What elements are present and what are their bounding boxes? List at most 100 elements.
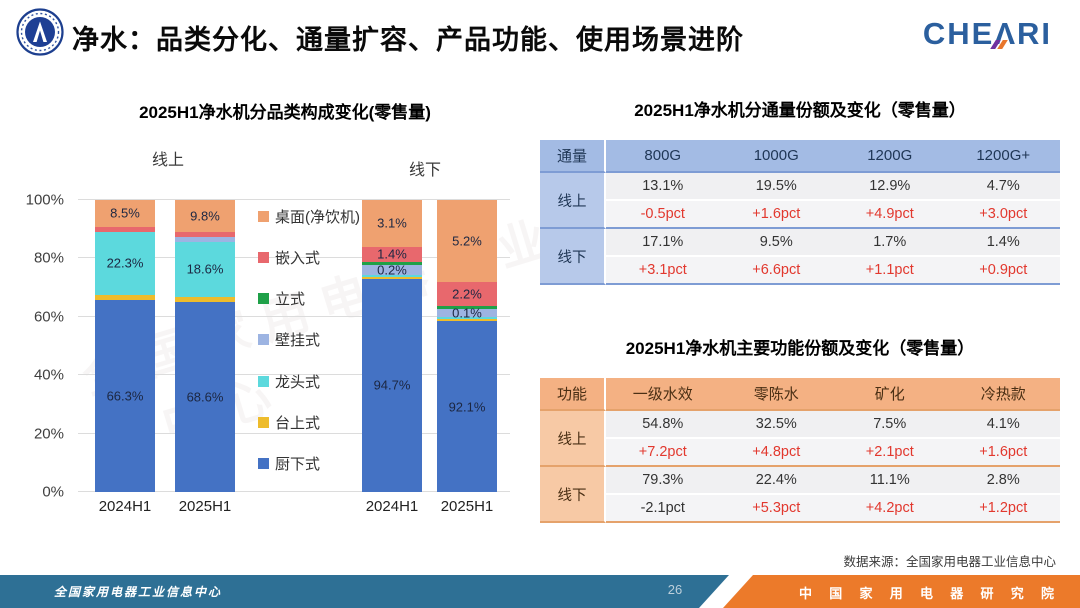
table-share-cell: 17.1% <box>606 229 720 257</box>
x-tick-label: 2025H1 <box>178 498 232 515</box>
table-header-cell: 零陈水 <box>719 378 833 411</box>
legend-item: 龙头式 <box>258 371 368 392</box>
legend-swatch-icon <box>258 293 269 305</box>
table-share-cell: 4.1% <box>946 411 1060 439</box>
table-share-cell: 22.4% <box>719 467 833 495</box>
gridline <box>78 432 510 434</box>
group-label-online: 线上 <box>151 152 184 169</box>
footer-left-org: 全国家用电器工业信息中心 <box>54 585 223 599</box>
bar-value-label: 92.1% <box>448 399 486 415</box>
legend-swatch-icon <box>258 375 269 387</box>
bar-segment <box>437 316 497 319</box>
table-change-cell: +1.6pct <box>946 439 1060 467</box>
bar-segment <box>437 305 497 310</box>
gridline <box>78 374 510 376</box>
page-title: 净水：品类分化、通量扩容、产品功能、使用场景进阶 <box>72 25 744 55</box>
table-row-label: 线上 <box>540 411 606 467</box>
bar-value-label: 1.4% <box>377 246 407 262</box>
chart-plot: 66.3% 22.3% 8.5% 68.6% 18.6% 9.8% 94.7% 0.2% 1.4… <box>78 199 510 492</box>
table-corner-cell: 通量 <box>540 140 606 173</box>
function-table-title: 2025H1净水机主要功能份额及变化（零售量） <box>625 339 975 358</box>
bar-segment <box>437 309 497 317</box>
table-header-cell: 800G <box>606 140 720 173</box>
stacked-bar: 94.7% 0.2% 1.4% 3.1% <box>362 200 422 492</box>
brand-text: RI <box>1017 16 1052 51</box>
bar-value-label: 0.2% <box>377 262 407 278</box>
bar-segment <box>362 265 422 275</box>
legend-swatch-icon <box>258 416 269 428</box>
table-change-cell: +6.6pct <box>719 257 833 285</box>
legend-item: 厨下式 <box>258 453 368 474</box>
bar-segment <box>95 299 155 492</box>
legend-label: 壁挂式 <box>275 332 321 350</box>
table-header-cell: 1200G+ <box>946 140 1060 173</box>
bar-segment <box>437 321 497 492</box>
table-share-cell: 1.4% <box>946 229 1060 257</box>
bar-segment <box>175 242 235 297</box>
table-share-cell: 79.3% <box>606 467 720 495</box>
legend-label: 龙头式 <box>275 373 321 391</box>
legend-label: 台上式 <box>275 414 321 432</box>
bar-value-label: 68.6% <box>186 389 224 405</box>
table-share-cell: 12.9% <box>833 173 947 201</box>
bar-value-label: 2.2% <box>452 286 482 302</box>
table-share-cell: 54.8% <box>606 411 720 439</box>
bar-segment <box>175 200 235 233</box>
stacked-bar: 66.3% 22.3% 8.5% <box>95 200 155 492</box>
y-axis: 0% 20% 40% 60% 80% 100% <box>18 192 70 501</box>
bar-segment <box>362 277 422 279</box>
legend-label: 厨下式 <box>275 455 321 473</box>
legend-label: 桌面(净饮机) <box>275 209 360 226</box>
table-share-cell: 9.5% <box>719 229 833 257</box>
flow-table: 通量 800G 1000G 1200G 1200G+ 线上 13.1% 19.5% 12.9% 4… <box>540 140 1060 285</box>
bar-value-label: 66.3% <box>106 388 144 404</box>
table-change-cell: +4.9pct <box>833 201 947 229</box>
table-share-cell: 4.7% <box>946 173 1060 201</box>
table-share-cell: 2.8% <box>946 467 1060 495</box>
footer-right-org: 中 国 家 用 电 器 研 究 院 <box>798 586 1061 601</box>
brand-text: CHE <box>922 16 995 51</box>
stacked-bar: 68.6% 18.6% 9.8% <box>175 200 235 492</box>
table-change-cell: +4.2pct <box>833 495 947 523</box>
bar-value-label: 5.2% <box>452 233 482 249</box>
legend-swatch-icon <box>258 457 269 469</box>
y-tick-label: 20% <box>33 425 64 443</box>
table-share-cell: 1.7% <box>833 229 947 257</box>
bar-value-label: 94.7% <box>373 377 411 393</box>
y-tick-label: 100% <box>25 191 64 209</box>
y-tick-label: 40% <box>33 366 64 384</box>
y-tick-label: 60% <box>33 308 64 326</box>
legend-swatch-icon <box>258 211 269 222</box>
table-share-cell: 13.1% <box>606 173 720 201</box>
legend-item: 壁挂式 <box>258 329 368 350</box>
footer-teal-bar <box>0 575 729 608</box>
table-share-cell: 7.5% <box>833 411 947 439</box>
table-header-cell: 一级水效 <box>606 378 720 411</box>
table-share-cell: 11.1% <box>833 467 947 495</box>
bar-segment <box>175 301 235 492</box>
legend-label: 立式 <box>275 291 306 309</box>
table-row-label: 线下 <box>540 229 606 285</box>
data-source-note: 数据来源：全国家用电器工业信息中心 <box>843 555 1056 569</box>
table-header-cell: 1200G <box>833 140 947 173</box>
gridline <box>78 199 510 200</box>
legend-label: 嵌入式 <box>275 250 321 268</box>
bar-segment <box>95 231 155 295</box>
group-label-offline: 线下 <box>408 162 441 179</box>
table-change-cell: +4.8pct <box>719 439 833 467</box>
bar-segment <box>362 261 422 266</box>
bar-value-label: 22.3% <box>106 255 144 271</box>
table-change-cell: +7.2pct <box>606 439 720 467</box>
bar-segment <box>175 232 235 238</box>
bar-value-label: 3.1% <box>377 215 407 231</box>
bar-segment <box>362 278 422 492</box>
bar-segment <box>362 200 422 247</box>
table-header-cell: 1000G <box>719 140 833 173</box>
page-number: 26 <box>667 582 683 597</box>
bar-segment <box>362 246 422 262</box>
y-tick-label: 0% <box>42 483 64 501</box>
table-header-cell: 冷热款 <box>946 378 1060 411</box>
bar-segment <box>437 318 497 322</box>
chart-title: 2025H1净水机分品类构成变化(零售量) <box>139 103 431 122</box>
